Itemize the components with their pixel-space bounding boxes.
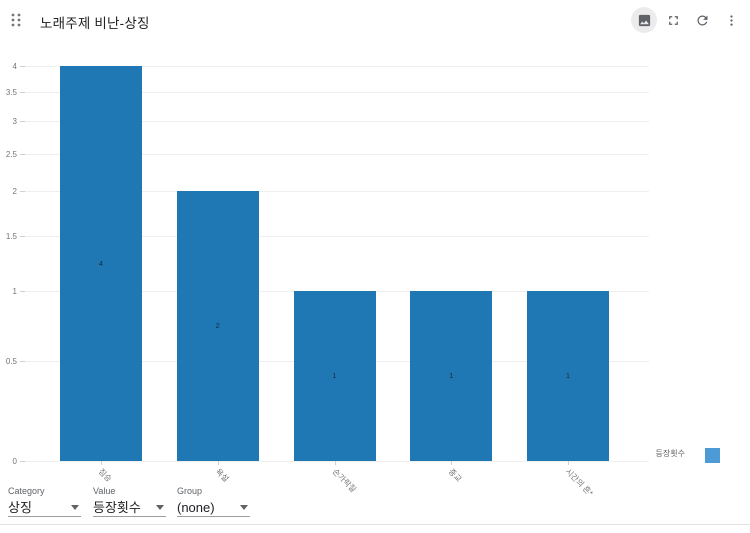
y-axis-tick [20,91,25,93]
y-axis-tick-label: 3 [12,116,17,126]
widget-header: 노래주제 비난-상징 [0,0,750,40]
chart-image-icon [638,14,650,26]
x-axis-tick-label: 짐승 [96,467,114,484]
chart-title: 노래주제 비난-상징 [40,16,150,31]
y-axis-tick [20,191,25,193]
chevron-down-icon [240,505,248,510]
y-axis-tick [20,461,25,462]
value-select-value: 등장횟수 [93,500,141,515]
bar[interactable] [293,290,376,461]
x-axis-tick [101,461,102,465]
y-axis-tick-label: 0 [12,457,17,466]
y-axis-tick-label: 0.5 [5,357,17,367]
x-axis-tick [568,461,569,465]
chart-controls: Category 상징 Value 등장횟수 Group (none) [0,486,750,522]
y-axis-tick-label: 1.5 [5,232,17,242]
toolbar [631,7,744,33]
category-select: Category 상징 [8,486,81,517]
bar[interactable] [60,66,142,461]
refresh-icon [697,15,707,25]
bar-value-label: 2 [215,321,220,331]
y-axis-tick [20,120,25,122]
bar[interactable] [527,290,609,461]
x-axis-tick [334,461,336,465]
y-axis-tick-label: 4 [12,62,17,71]
group-select-label: Group [177,486,203,496]
chart-image-button[interactable] [631,7,657,33]
x-axis-tick-label: 욕설 [213,467,231,484]
drag-handle-icon[interactable] [9,12,23,28]
refresh-button[interactable] [689,7,715,33]
x-axis-tick-label: 종교 [446,467,464,484]
y-axis-tick [20,290,25,292]
value-select-label: Value [93,486,116,496]
y-axis-tick-label: 3.5 [5,87,17,97]
y-axis-tick [20,236,25,238]
more-vert-icon [729,14,733,26]
bar-value-label: 1 [565,370,571,380]
gridline [25,120,649,122]
y-axis-tick [20,361,25,363]
value-select-field[interactable]: 등장횟수 [93,499,166,517]
group-select: Group (none) [177,486,250,517]
bar[interactable] [410,290,493,461]
fullscreen-button[interactable] [660,7,686,33]
x-axis-tick [451,461,453,465]
category-select-label: Category [8,486,45,496]
gridline [25,66,649,67]
value-select: Value 등장횟수 [93,486,166,517]
bar-chart-plot-area: 0 0.5 1 1.5 2 2.5 3 3.5 4 4 짐승 2 욕설 1 손가락질 1 종교 1 시간의 흔* [0,40,750,498]
group-select-field[interactable]: (none) [177,499,250,517]
bar-value-label: 4 [98,258,104,268]
chevron-down-icon [71,505,79,510]
gridline [25,191,649,193]
gridline [25,153,649,155]
category-select-value: 상징 [8,500,32,515]
y-axis-tick-label: 1 [12,286,17,296]
y-axis-tick [20,153,25,155]
bottom-divider [0,524,750,525]
bar-value-label: 1 [449,370,454,380]
gridline [25,236,649,238]
drag-indicator-glyph [11,13,21,27]
x-axis-tick [217,461,219,465]
chevron-down-icon [156,505,164,510]
group-select-value: (none) [177,500,215,515]
y-axis-tick-label: 2 [12,187,17,197]
gridline [25,91,649,93]
gridline [25,461,649,462]
category-select-field[interactable]: 상징 [8,499,81,517]
bar[interactable] [176,191,259,461]
y-axis-tick-label: 2.5 [5,149,17,159]
more-menu-button[interactable] [718,7,744,33]
bar-value-label: 1 [332,370,337,380]
y-axis-tick [20,66,25,67]
legend-label: 등장횟수 [655,449,685,458]
legend-swatch [705,448,720,463]
fullscreen-icon [668,15,678,25]
